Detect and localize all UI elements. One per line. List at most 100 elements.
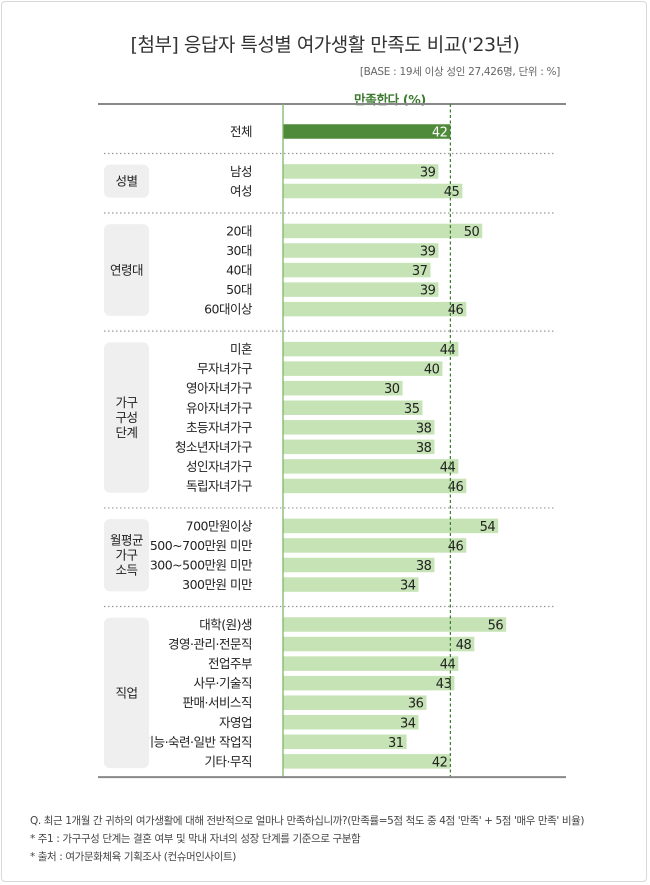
bar — [283, 301, 467, 317]
data-label: 40 — [424, 363, 440, 378]
data-label: 44 — [440, 460, 456, 475]
category-label: 대학(원)생 — [199, 617, 252, 632]
bar — [283, 459, 459, 474]
category-label: 60대이상 — [204, 302, 253, 317]
bar — [283, 557, 435, 573]
category-label: 기능·숙련·일반 작업직 — [143, 734, 252, 749]
bar — [283, 243, 439, 258]
bar — [283, 439, 435, 455]
data-label: 38 — [416, 559, 432, 574]
data-label: 50 — [464, 225, 480, 240]
bar — [283, 361, 443, 376]
bar — [283, 183, 463, 199]
bar — [283, 420, 435, 435]
bar — [283, 518, 499, 534]
data-label: 34 — [400, 716, 416, 731]
bar — [283, 124, 451, 139]
category-label: 300~500만원 미만 — [150, 558, 253, 573]
group-box — [104, 617, 149, 769]
category-label: 전업주부 — [208, 656, 252, 671]
footnotes: Q. 최근 1개월 간 귀하의 여가생활에 대해 전반적으로 얼마나 만족하십니… — [30, 812, 630, 866]
bar — [283, 754, 451, 769]
category-label: 40대 — [226, 263, 252, 278]
group-box — [104, 224, 149, 316]
data-label: 39 — [420, 165, 436, 180]
category-label: 20대 — [226, 223, 252, 238]
bar — [283, 341, 459, 357]
bar — [283, 380, 403, 396]
data-label: 46 — [448, 480, 464, 495]
data-label: 31 — [388, 736, 404, 751]
bar — [283, 400, 423, 415]
bar — [283, 282, 439, 297]
category-label: 여성 — [230, 184, 252, 199]
data-label: 46 — [448, 539, 464, 554]
data-label: 48 — [456, 638, 472, 653]
data-label: 56 — [488, 619, 504, 634]
group-label: 연령대 — [110, 263, 143, 278]
bar — [283, 538, 467, 553]
category-label: 30대 — [226, 243, 252, 258]
group-label: 성별 — [115, 174, 137, 189]
category-label: 50대 — [226, 282, 252, 297]
note-1: * 주1 : 가구구성 단계는 결혼 여부 및 막내 자녀의 성장 단계를 기준… — [30, 833, 361, 845]
data-label: 38 — [416, 421, 432, 436]
category-label: 500~700만원 미만 — [150, 538, 253, 553]
bar — [283, 577, 419, 592]
category-label: 독립자녀가구 — [186, 478, 252, 493]
data-label: 35 — [404, 402, 420, 417]
category-label: 300만원 미만 — [182, 577, 253, 592]
category-label: 청소년자녀가구 — [175, 439, 252, 454]
bar — [283, 715, 419, 730]
category-label: 사무·기술직 — [194, 676, 252, 691]
category-label: 700만원이상 — [186, 518, 253, 533]
data-label: 54 — [480, 520, 496, 535]
category-label: 자영업 — [219, 715, 252, 730]
data-label: 42 — [432, 755, 448, 770]
category-label: 영아자녀가구 — [186, 381, 252, 396]
data-label: 34 — [400, 579, 416, 594]
bar — [283, 636, 475, 652]
bar — [283, 223, 483, 239]
data-label: 46 — [448, 303, 464, 318]
category-label: 남성 — [230, 164, 252, 179]
bar — [283, 656, 459, 671]
note-source: * 출처 : 여가문화체육 기획조사 (컨슈머인사이트) — [30, 851, 237, 863]
data-label: 44 — [440, 658, 456, 673]
category-label: 미혼 — [230, 342, 252, 357]
data-label: 39 — [420, 284, 436, 299]
data-label: 37 — [412, 264, 428, 279]
group-box — [104, 519, 149, 592]
group-label: 직업 — [115, 685, 137, 700]
data-label: 45 — [444, 185, 460, 200]
bar — [283, 675, 455, 691]
data-label: 43 — [436, 677, 452, 692]
data-label: 39 — [420, 245, 436, 260]
data-label: 44 — [440, 343, 456, 358]
group-box — [104, 342, 149, 493]
bar — [283, 734, 407, 750]
category-label: 성인자녀가구 — [186, 459, 252, 474]
bar — [283, 617, 507, 632]
category-label: 판매·서비스직 — [183, 695, 252, 710]
bar — [283, 262, 431, 278]
category-label: 전체 — [230, 124, 252, 139]
category-label: 무자녀가구 — [197, 361, 252, 376]
bar — [283, 164, 439, 179]
category-label: 초등자녀가구 — [186, 420, 252, 435]
bar — [283, 695, 427, 710]
category-label: 기타·무직 — [205, 754, 252, 769]
base-note: [BASE : 19세 이상 성인 27,426명, 단위 : %] — [359, 66, 560, 78]
group-box — [104, 164, 149, 198]
group-label: 가구 구성 단계 — [115, 395, 137, 440]
note-question: Q. 최근 1개월 간 귀하의 여가생활에 대해 전반적으로 얼마나 만족하십니… — [30, 815, 585, 827]
bar — [283, 478, 467, 494]
category-label: 경영·관리·전문직 — [168, 637, 252, 652]
chart-title: [첨부] 응답자 특성별 여가생활 만족도 비교('23년) — [130, 34, 520, 56]
data-label: 38 — [416, 441, 432, 456]
group-label: 월평균 가구 소득 — [110, 533, 143, 578]
data-label: 42 — [432, 126, 448, 141]
category-label: 유아자녀가구 — [186, 400, 252, 415]
